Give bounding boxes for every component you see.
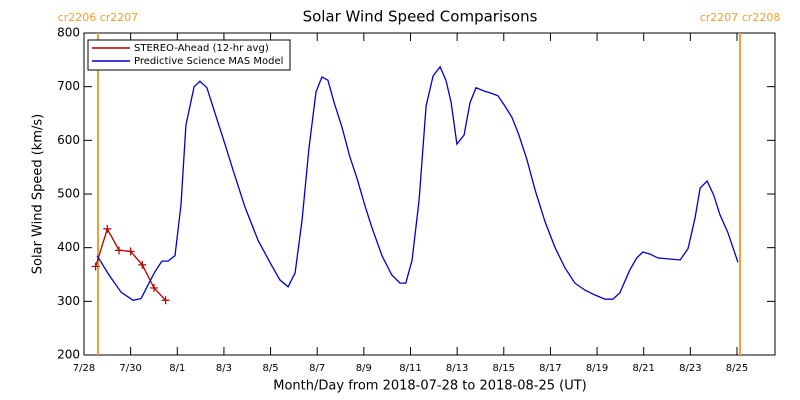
x-tick-label: 8/9 [356, 363, 372, 374]
x-tick-label: 8/25 [726, 363, 748, 374]
x-tick-label: 8/21 [632, 363, 654, 374]
x-tick-label: 8/23 [679, 363, 701, 374]
y-tick-label: 300 [57, 294, 80, 308]
point-marker [91, 262, 100, 271]
x-tick-label: 8/15 [493, 363, 515, 374]
point-marker [138, 260, 147, 269]
x-tick-label: 8/11 [399, 363, 421, 374]
x-axis-label: Month/Day from 2018-07-28 to 2018-08-25 … [273, 379, 586, 394]
x-tick-label: 8/7 [309, 363, 325, 374]
x-tick-label: 8/13 [446, 363, 468, 374]
point-marker [114, 246, 123, 255]
legend-box [87, 39, 291, 71]
point-marker [161, 296, 170, 305]
y-tick-label: 400 [57, 240, 80, 254]
x-tick-label: 8/17 [539, 363, 561, 374]
carrington-label: cr2206 cr2207 [58, 11, 139, 24]
point-marker [149, 283, 158, 292]
point-marker [103, 224, 112, 233]
x-tick-label: 8/3 [216, 363, 232, 374]
chart-title: Solar Wind Speed Comparisons [303, 8, 538, 26]
y-tick-label: 200 [57, 348, 80, 362]
legend-label: STEREO-Ahead (12-hr avg) [134, 43, 269, 54]
y-tick-label: 800 [57, 26, 80, 40]
point-marker [126, 247, 135, 256]
y-tick-label: 700 [57, 79, 80, 93]
y-tick-label: 600 [57, 133, 80, 147]
series-line [96, 65, 739, 301]
carrington-label: cr2207 cr2208 [700, 11, 781, 24]
x-tick-label: 8/5 [263, 363, 279, 374]
x-tick-label: 7/30 [119, 363, 141, 374]
x-tick-label: 8/1 [169, 363, 185, 374]
y-axis-label: Solar Wind Speed (km/s) [31, 114, 46, 274]
x-tick-label: 7/28 [73, 363, 95, 374]
y-tick-label: 500 [57, 187, 80, 201]
x-tick-label: 8/19 [586, 363, 608, 374]
legend-label: Predictive Science MAS Model [134, 56, 283, 67]
